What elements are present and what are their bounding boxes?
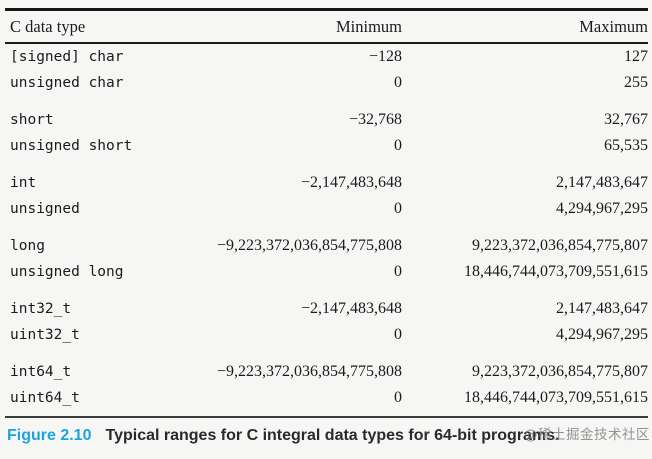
table-row-uint64-t: uint64_t 0 18,446,744,073,709,551,615 (5, 385, 648, 411)
table-row-int: int −2,147,483,648 2,147,483,647 (5, 170, 648, 196)
cell-maximum: 127 (624, 48, 648, 65)
cell-maximum: 2,147,483,647 (556, 300, 648, 317)
cell-type: unsigned char (10, 75, 124, 91)
cell-minimum: 0 (394, 263, 402, 280)
table-row-int64-t: int64_t −9,223,372,036,854,775,808 9,223… (5, 359, 648, 385)
cell-minimum: 0 (394, 74, 402, 91)
juejin-watermark: @稀土掘金技术社区 (524, 427, 650, 443)
cell-maximum: 18,446,744,073,709,551,615 (464, 389, 648, 406)
cell-maximum: 18,446,744,073,709,551,615 (464, 263, 648, 280)
table-top-rule (5, 8, 648, 11)
table-row-uint32-t: uint32_t 0 4,294,967,295 (5, 322, 648, 348)
row-group-int32: int32_t −2,147,483,648 2,147,483,647 uin… (5, 296, 648, 348)
cell-type: unsigned long (10, 264, 124, 280)
cell-maximum: 32,767 (604, 111, 648, 128)
cell-type: unsigned (10, 201, 80, 217)
cell-type: int (10, 175, 37, 191)
cell-maximum: 255 (624, 74, 648, 91)
cell-maximum: 65,535 (604, 137, 648, 154)
cell-type: int64_t (10, 364, 72, 380)
cell-minimum: 0 (394, 137, 402, 154)
cell-minimum: −9,223,372,036,854,775,808 (216, 363, 402, 380)
figure-caption-text: Typical ranges for C integral data types… (105, 427, 560, 444)
figure-number-label: Figure 2.10 (7, 427, 92, 444)
table-row-int32-t: int32_t −2,147,483,648 2,147,483,647 (5, 296, 648, 322)
cell-maximum: 4,294,967,295 (556, 200, 648, 217)
table-body: [signed] char −128 127 unsigned char 0 2… (5, 44, 648, 411)
table-row-short: short −32,768 32,767 (5, 107, 648, 133)
c-data-type-table: C data type Minimum Maximum [signed] cha… (5, 8, 648, 418)
table-bottom-rule (5, 416, 648, 418)
row-group-long: long −9,223,372,036,854,775,808 9,223,37… (5, 233, 648, 285)
cell-type: [signed] char (10, 49, 124, 65)
cell-minimum: −2,147,483,648 (300, 300, 402, 317)
row-group-char: [signed] char −128 127 unsigned char 0 2… (5, 44, 648, 96)
table-row-unsigned-long: unsigned long 0 18,446,744,073,709,551,6… (5, 259, 648, 285)
cell-maximum: 2,147,483,647 (556, 174, 648, 191)
table-row-unsigned-short: unsigned short 0 65,535 (5, 133, 648, 159)
header-minimum: Minimum (335, 17, 402, 36)
cell-minimum: 0 (394, 389, 402, 406)
header-c-data-type: C data type (10, 17, 86, 36)
cell-type: unsigned short (10, 138, 133, 154)
cell-minimum: −128 (368, 48, 402, 65)
cell-maximum: 4,294,967,295 (556, 326, 648, 343)
table-row-unsigned-char: unsigned char 0 255 (5, 70, 648, 96)
row-group-short: short −32,768 32,767 unsigned short 0 65… (5, 107, 648, 159)
cell-maximum: 9,223,372,036,854,775,807 (472, 237, 648, 254)
header-maximum: Maximum (579, 17, 648, 36)
table-header-row: C data type Minimum Maximum (5, 11, 648, 42)
table-row-long: long −9,223,372,036,854,775,808 9,223,37… (5, 233, 648, 259)
figure-caption: Figure 2.10 Typical ranges for C integral… (7, 427, 650, 445)
cell-type: short (10, 112, 54, 128)
cell-maximum: 9,223,372,036,854,775,807 (472, 363, 648, 380)
cell-type: long (10, 238, 45, 254)
cell-minimum: −32,768 (348, 111, 402, 128)
header-rule (5, 42, 648, 44)
table-row-signed-char: [signed] char −128 127 (5, 44, 648, 70)
cell-type: uint32_t (10, 327, 80, 343)
cell-minimum: 0 (394, 326, 402, 343)
row-group-int: int −2,147,483,648 2,147,483,647 unsigne… (5, 170, 648, 222)
cell-type: int32_t (10, 301, 72, 317)
cell-minimum: −2,147,483,648 (300, 174, 402, 191)
table-row-unsigned: unsigned 0 4,294,967,295 (5, 196, 648, 222)
row-group-int64: int64_t −9,223,372,036,854,775,808 9,223… (5, 359, 648, 411)
cell-type: uint64_t (10, 390, 80, 406)
cell-minimum: −9,223,372,036,854,775,808 (216, 237, 402, 254)
cell-minimum: 0 (394, 200, 402, 217)
